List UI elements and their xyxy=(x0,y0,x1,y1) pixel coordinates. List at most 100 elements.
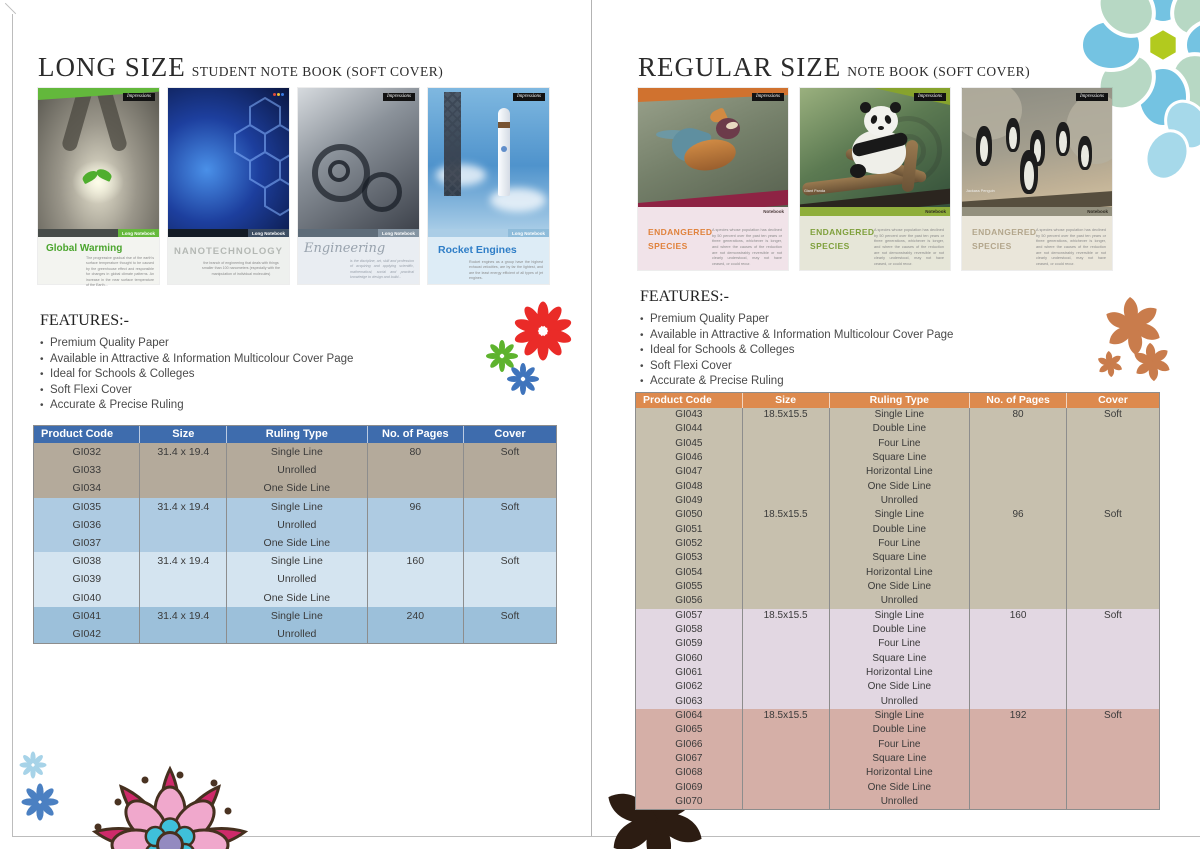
table-group: GI035 GI036 GI037 31.4 x 19.4 Single Line U… xyxy=(34,497,556,553)
feature-text: Premium Quality Paper xyxy=(50,337,169,349)
page-divider-line xyxy=(591,0,592,836)
cover-bottom: Engineering is the discipline, art, skil… xyxy=(298,237,419,284)
cell-size: 31.4 x 19.4 xyxy=(140,606,228,644)
cell-rulings: Single Line Unrolled One Side Line xyxy=(227,497,368,553)
cell-cover: Soft xyxy=(500,555,520,568)
cell-codes: GI057 GI058 GI059 GI060 GI061 GI062 GI063 xyxy=(636,608,743,709)
cover-title: Rocket Engines xyxy=(438,244,517,256)
hexagon-pattern xyxy=(234,96,289,217)
table-header-row: Product Code Size Ruling Type No. of Pag… xyxy=(34,426,556,443)
table-group: GI038 GI039 GI040 31.4 x 19.4 Single Line U… xyxy=(34,552,556,607)
feature-item: • Available in Attractive & Information M… xyxy=(40,352,353,368)
cell-rulings: Single Line Double Line Four Line Square Li… xyxy=(830,408,971,509)
table-group: GI043 GI044 GI045 GI046 GI047 GI048 GI049 18.5… xyxy=(636,408,1159,509)
page-bottom-line xyxy=(12,836,1200,837)
cover-title: Engineering xyxy=(304,241,386,256)
cover-bottom: Rocket Engines Rocket engines as a group… xyxy=(428,237,549,284)
cell-cover: Soft xyxy=(500,500,520,513)
feature-text: Accurate & Precise Ruling xyxy=(650,375,784,387)
right-subtitle-text: NOTE BOOK (SOFT COVER) xyxy=(847,64,1031,79)
rocket-logo-shape xyxy=(501,146,507,152)
brand-label: Impressions xyxy=(513,93,545,101)
cell-pages: 192 xyxy=(970,708,1067,810)
cell-size: 18.5x15.5 xyxy=(743,408,830,509)
launch-tower-shape xyxy=(444,92,461,196)
col-header-pages: No. of Pages xyxy=(970,393,1067,408)
col-header-ruling-type: Ruling Type xyxy=(227,426,368,443)
cell-rulings: Single Line Unrolled xyxy=(227,606,368,644)
cover-photo-duck: Impressions xyxy=(638,88,788,207)
cover-description: A species whose population has declined … xyxy=(712,228,782,267)
cell-size: 31.4 x 19.4 xyxy=(140,497,228,553)
band-label-text: Long Notebook xyxy=(512,230,545,236)
cell-cover: Soft xyxy=(500,609,520,622)
cover-bottom: ENDANGERED SPECIES A species whose popul… xyxy=(800,216,950,270)
col-header-pages: No. of Pages xyxy=(368,426,465,443)
features-heading: FEATURES:- xyxy=(640,288,729,305)
cover-nanotechnology: Long Notebook NANOTECHNOLOGY the branch … xyxy=(168,88,289,284)
feature-item: • Accurate & Precise Ruling xyxy=(40,398,353,414)
cover-endangered-penguins: Jackass Penguin Impressions Notebook END… xyxy=(962,88,1112,270)
rocket-shape xyxy=(498,108,510,196)
cell-pages: 160 xyxy=(368,552,465,607)
blue-flower-corner-icon xyxy=(1079,0,1200,180)
table-header-row: Product Code Size Ruling Type No. of Pag… xyxy=(636,393,1159,408)
features-heading: FEATURES:- xyxy=(40,312,129,329)
publisher-logo xyxy=(273,93,284,96)
cell-rulings: Single Line Double Line Four Line Square Li… xyxy=(830,508,971,609)
page-corner-line xyxy=(4,2,17,15)
gear-shape xyxy=(312,144,370,202)
feature-text: Soft Flexi Cover xyxy=(650,359,732,372)
duck-tail-shape xyxy=(656,130,690,139)
cover-title: ENDANGERED SPECIES xyxy=(648,227,713,251)
penguin-shape xyxy=(1056,122,1070,156)
band-label-text: Long Notebook xyxy=(122,230,155,236)
brand-label: Impressions xyxy=(1076,93,1108,101)
feature-item: • Premium Quality Paper xyxy=(40,336,353,352)
glow-shape xyxy=(72,160,124,204)
table-group: GI064 GI065 GI066 GI067 GI068 GI069 GI070 18.5… xyxy=(636,708,1159,810)
cover-band: Notebook xyxy=(962,207,1112,216)
right-features: FEATURES:- • Premium Quality Paper • Avail… xyxy=(640,288,953,390)
col-header-product-code: Product Code xyxy=(34,426,141,443)
regular-size-product-table: Product Code Size Ruling Type No. of Pag… xyxy=(635,392,1160,811)
panda-ear-shape xyxy=(890,102,901,113)
penguin-shape xyxy=(976,126,992,166)
cover-description: is the discipline, art, skill and profes… xyxy=(350,259,414,280)
cell-codes: GI043 GI044 GI045 GI046 GI047 GI048 GI049 xyxy=(636,408,743,509)
feature-text: Ideal for Schools & Colleges xyxy=(50,368,195,380)
cover-endangered-duck: Impressions Notebook ENDANGERED SPECIES … xyxy=(638,88,788,270)
cell-cover: Soft xyxy=(1104,609,1122,621)
cover-title: ENDANGERED SPECIES xyxy=(972,227,1037,251)
penguin-shape xyxy=(1006,118,1020,152)
cover-bottom: NANOTECHNOLOGY the branch of engineering… xyxy=(168,237,289,284)
cell-size: 18.5x15.5 xyxy=(743,508,830,609)
col-header-size: Size xyxy=(140,426,228,443)
feature-text: Available in Attractive & Information Mu… xyxy=(50,352,354,365)
feature-item: • Ideal for Schools & Colleges xyxy=(640,343,953,359)
feature-text: Soft Flexi Cover xyxy=(50,383,132,396)
small-blue-flowers-icon xyxy=(19,751,59,821)
brand-text: Impressions xyxy=(387,94,411,99)
brand-text: Impressions xyxy=(127,94,151,99)
cover-band: Notebook xyxy=(800,207,950,216)
cell-cover: Soft xyxy=(1104,709,1122,721)
band-label-text: Long Notebook xyxy=(252,230,285,236)
cell-codes: GI038 GI039 GI040 xyxy=(34,552,141,607)
cover-endangered-panda: Giant Panda Impressions Notebook ENDANGE… xyxy=(800,88,950,270)
gear-shape xyxy=(328,160,350,182)
cell-codes: GI050 GI051 GI052 GI053 GI054 GI055 GI056 xyxy=(636,508,743,609)
cell-codes: GI032 GI033 GI034 xyxy=(34,443,141,498)
cover-title: ENDANGERED SPECIES xyxy=(810,227,875,251)
table-group: GI032 GI033 GI034 31.4 x 19.4 Single Line U… xyxy=(34,443,556,498)
cover-bottom: Global Warming The progressive gradual r… xyxy=(38,237,159,287)
cover-photo-global-warming: Impressions xyxy=(38,88,159,229)
brand-text: Impressions xyxy=(756,94,780,99)
page-left-edge-line xyxy=(12,14,13,836)
cell-rulings: Single Line Unrolled One Side Line xyxy=(227,443,368,498)
brand-label: Impressions xyxy=(383,93,415,101)
cover-photo-engineering: Impressions xyxy=(298,88,419,229)
cover-band: Notebook xyxy=(638,207,788,216)
cell-codes: GI064 GI065 GI066 GI067 GI068 GI069 GI070 xyxy=(636,708,743,810)
cover-description: The progressive gradual rise of the eart… xyxy=(86,256,154,287)
